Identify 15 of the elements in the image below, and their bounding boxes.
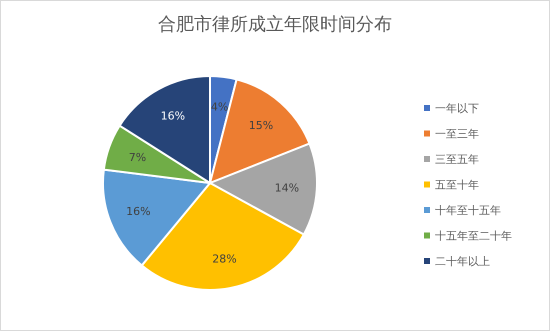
legend-label: 二十年以上 <box>435 254 490 268</box>
chart-title: 合肥市律所成立年限时间分布 <box>158 14 392 35</box>
data-label: 16% <box>160 109 186 122</box>
data-label: 15% <box>248 119 274 132</box>
legend-label: 十年至十五年 <box>435 204 501 217</box>
data-label: 28% <box>212 252 237 266</box>
legend-label: 五至十年 <box>435 178 479 192</box>
data-label: 16% <box>126 205 151 218</box>
data-label: 14% <box>274 182 300 195</box>
data-label: 7% <box>128 150 146 164</box>
legend-label: 三至五年 <box>435 152 479 166</box>
legend-label: 一至三年 <box>435 127 479 140</box>
legend-label: 十五年至二十年 <box>435 229 512 242</box>
data-label: 4% <box>210 100 228 114</box>
legend-label: 一年以下 <box>435 102 479 115</box>
